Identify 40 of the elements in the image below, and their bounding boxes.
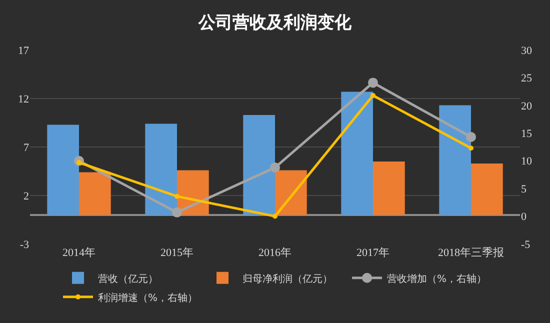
- x-tick-label: 2014年: [62, 247, 96, 259]
- bar: [145, 124, 177, 215]
- bar: [243, 114, 275, 215]
- bar: [79, 172, 111, 215]
- y2-tick-label: 5: [521, 183, 527, 196]
- point: [174, 194, 180, 199]
- y2-tick-label: 30: [521, 44, 532, 57]
- y2-tick-label: 10: [521, 156, 532, 168]
- chart-title: 公司营收及利润变化: [198, 13, 352, 34]
- y-tick-label: 7: [24, 142, 30, 154]
- bar: [439, 105, 471, 215]
- y2-tick-label: 15: [521, 128, 532, 140]
- x-tick-label: 2018年三季报: [438, 246, 504, 259]
- x-tick-label: 2016年: [258, 247, 292, 259]
- y2-tick-label: -5: [521, 238, 531, 251]
- point: [368, 78, 378, 88]
- legend-label: 营收增加（%，右轴）: [387, 272, 487, 285]
- bar: [471, 163, 503, 215]
- y-tick-label: 17: [18, 44, 30, 57]
- legend-label: 营收（亿元）: [98, 272, 158, 285]
- point: [370, 92, 376, 98]
- point: [468, 146, 474, 151]
- y2-tick-label: 25: [521, 72, 532, 85]
- point: [172, 207, 182, 218]
- legend-label: 归母净利润（亿元）: [242, 272, 333, 285]
- bar: [275, 170, 307, 215]
- bar: [341, 92, 373, 215]
- bar: [373, 162, 405, 215]
- bar: [47, 124, 79, 215]
- x-tick-label: 2015年: [160, 247, 194, 259]
- y-tick-label: -3: [20, 238, 30, 251]
- legend-label: 利润增速（%，右轴）: [98, 292, 198, 304]
- y2-tick-label: 20: [521, 100, 532, 112]
- y2-tick-label: 0: [521, 211, 527, 224]
- point: [270, 162, 280, 173]
- y-tick-label: 2: [24, 190, 29, 202]
- point: [272, 214, 278, 219]
- y-tick-label: 12: [18, 93, 29, 106]
- x-tick-label: 2017年: [356, 247, 390, 259]
- point: [466, 132, 476, 142]
